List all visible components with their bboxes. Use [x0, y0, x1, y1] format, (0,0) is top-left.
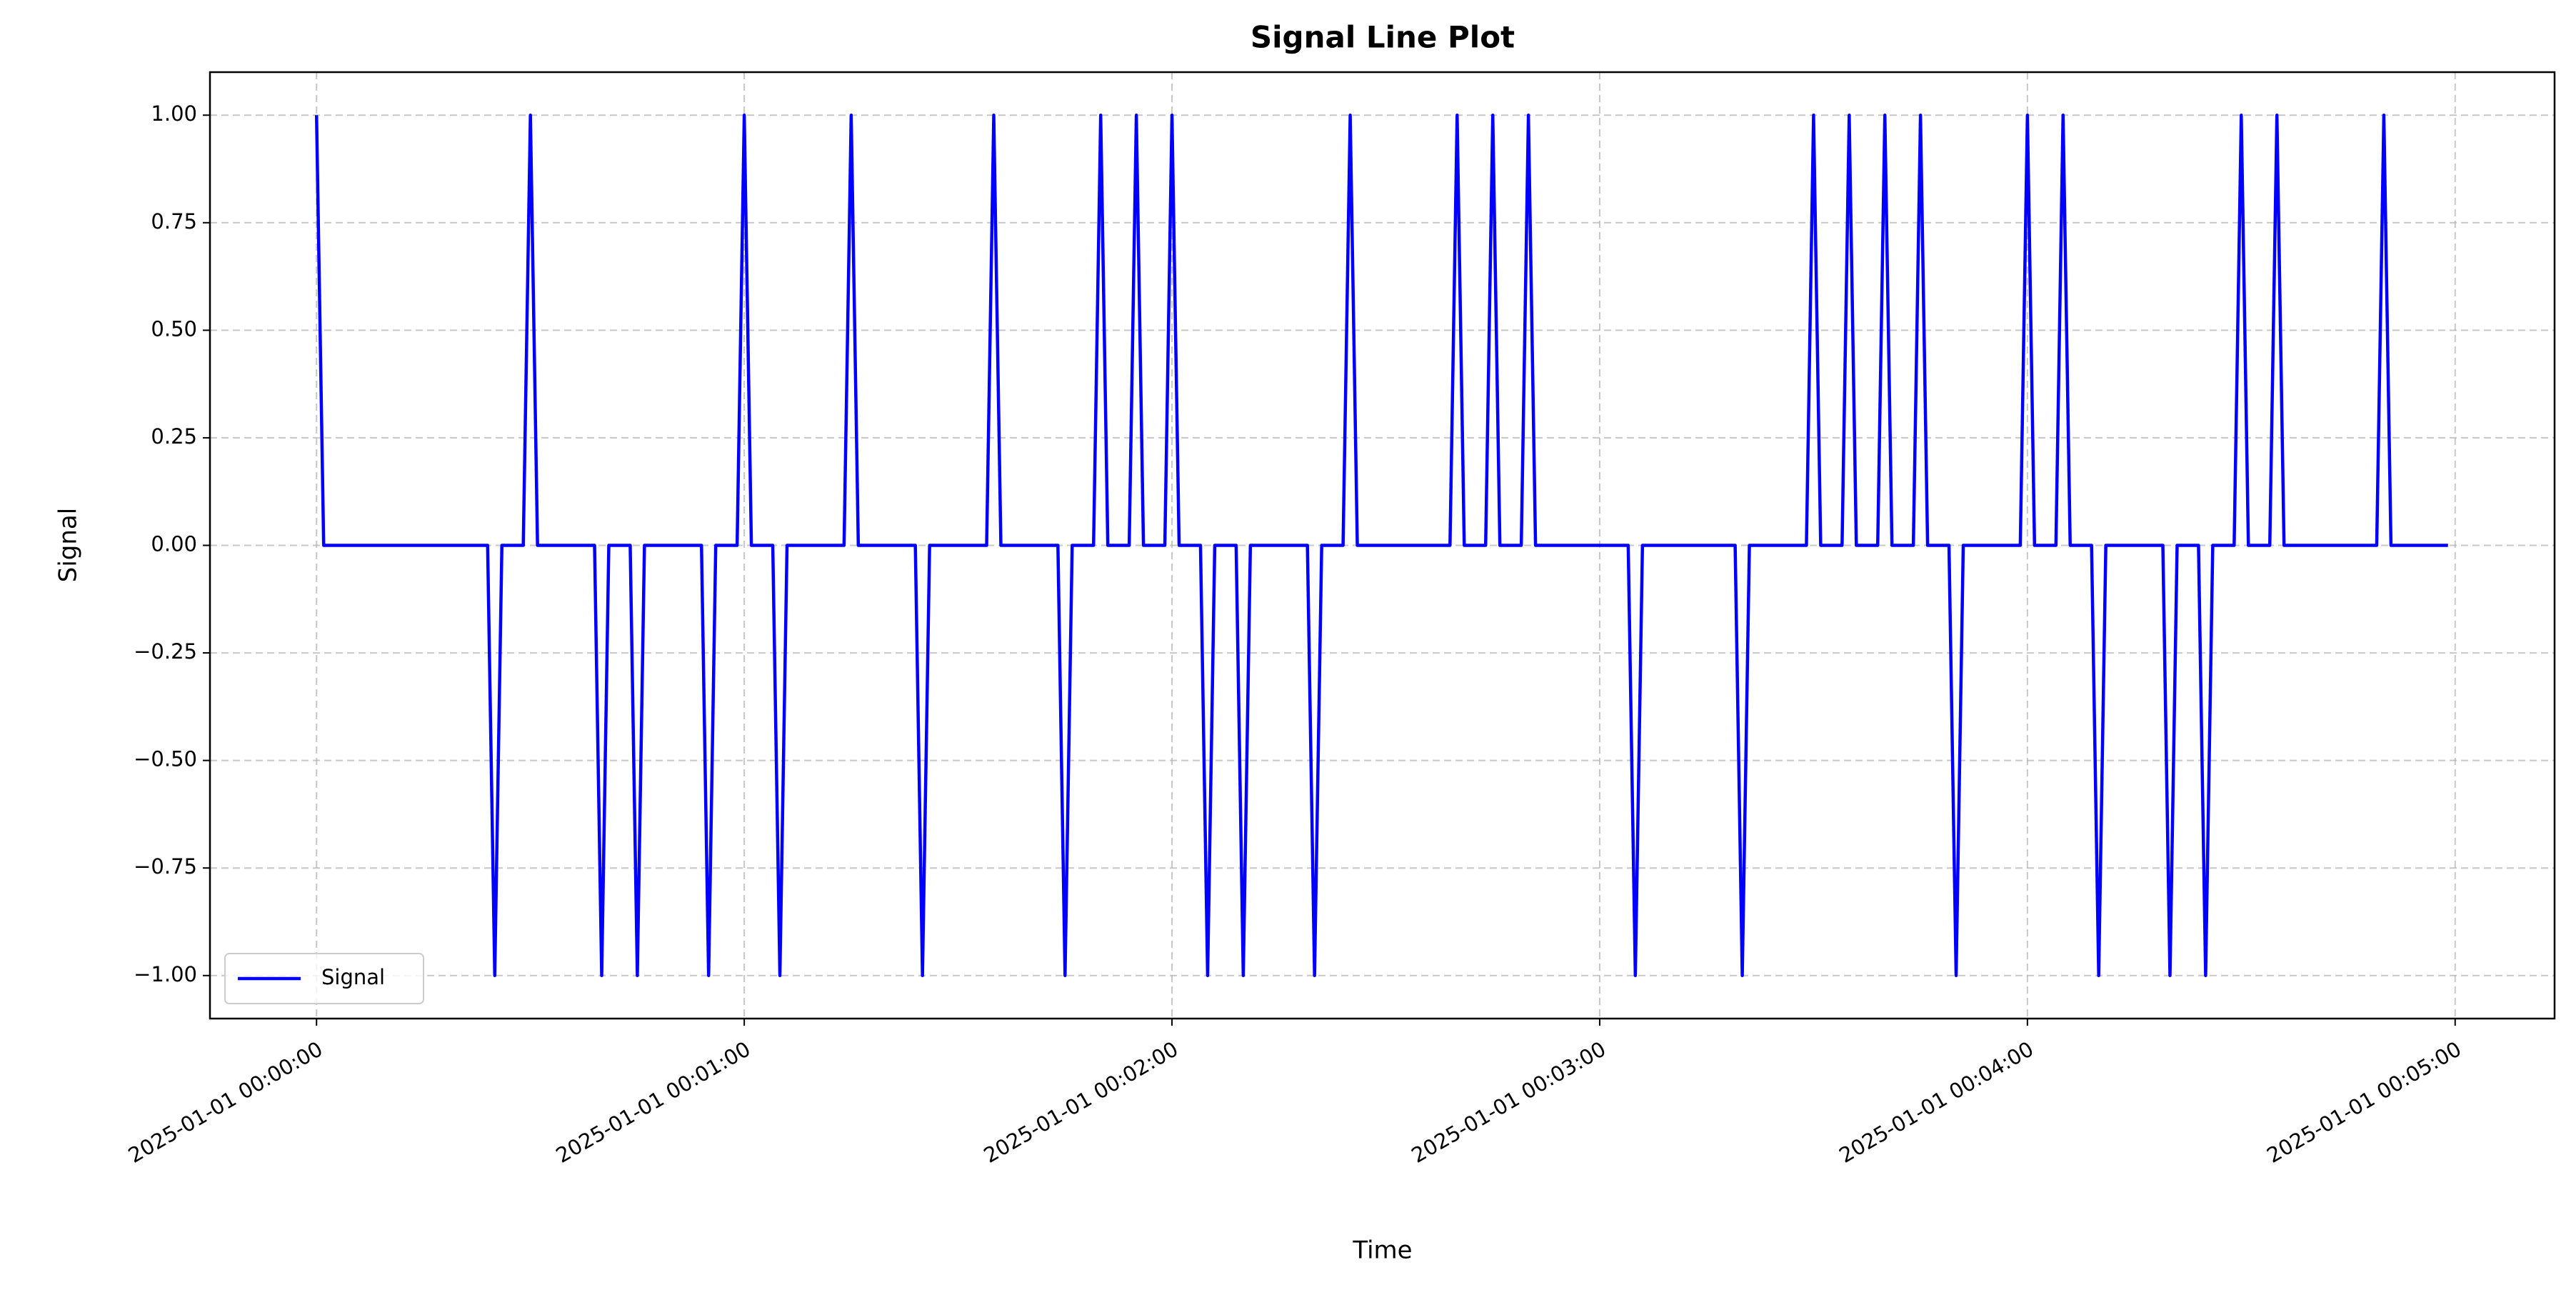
y-tick-label: −1.00	[134, 962, 197, 986]
legend-box	[224, 953, 424, 1004]
y-axis-label: Signal	[54, 508, 83, 582]
y-tick-label: 1.00	[151, 101, 197, 126]
y-tick-label: 0.25	[151, 424, 197, 449]
y-tick-label: 0.00	[151, 532, 197, 556]
legend-label: Signal	[321, 965, 385, 989]
series-line	[314, 113, 2448, 978]
y-tick-label: −0.50	[134, 747, 197, 771]
chart-title: Signal Line Plot	[1251, 20, 1515, 55]
y-tick-label: −0.25	[134, 639, 197, 664]
y-tick-label: −0.75	[134, 854, 197, 879]
y-tick-label: 0.75	[151, 209, 197, 234]
y-tick-label: 0.50	[151, 316, 197, 341]
plot-frame	[209, 71, 2556, 1020]
x-axis-label: Time	[1352, 1236, 1412, 1265]
